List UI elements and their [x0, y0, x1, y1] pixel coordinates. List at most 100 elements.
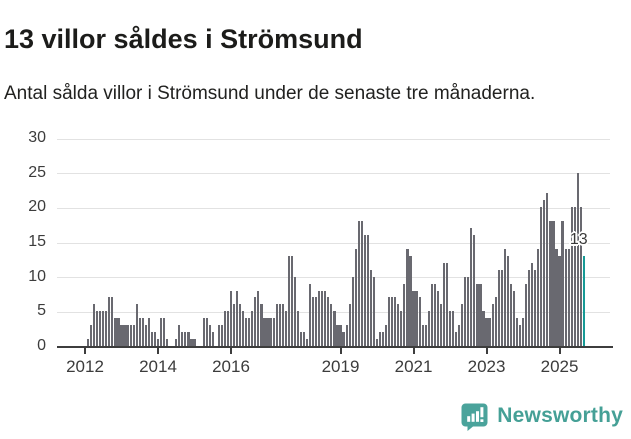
- bar: [330, 304, 333, 346]
- bar: [464, 276, 467, 346]
- bar: [531, 262, 534, 346]
- bar: [305, 339, 309, 346]
- bar: [99, 311, 102, 346]
- bar: [500, 269, 503, 346]
- bar: [284, 311, 287, 346]
- bar: [445, 262, 449, 346]
- x-axis-tick-2023: [485, 348, 488, 354]
- bar: [354, 248, 357, 346]
- bar: [293, 276, 296, 346]
- y-axis-label-0: 0: [37, 337, 46, 354]
- bar: [299, 332, 303, 346]
- bar: [448, 311, 452, 346]
- bar: [184, 332, 187, 346]
- bar: [111, 297, 114, 346]
- x-axis-label-2023: 2023: [467, 357, 506, 376]
- y-axis-label-10: 10: [28, 267, 46, 285]
- newsworthy-wordmark: Newsworthy: [497, 404, 623, 427]
- bar: [117, 318, 120, 346]
- bar: [385, 325, 388, 346]
- bar: [278, 304, 281, 346]
- bar: [132, 325, 135, 346]
- y-axis-label-15: 15: [28, 233, 46, 250]
- y-axis-label-20: 20: [28, 198, 46, 216]
- bar: [491, 304, 494, 346]
- bar: [162, 318, 166, 346]
- x-axis-line: [57, 346, 613, 348]
- bar: [576, 172, 579, 346]
- bar: [424, 325, 427, 346]
- bar: [281, 304, 284, 346]
- bar: [220, 325, 223, 346]
- bar: [482, 311, 485, 346]
- bar: [269, 318, 272, 346]
- bar: [418, 297, 421, 346]
- bar: [375, 339, 379, 346]
- bar: [166, 339, 169, 346]
- bar: [89, 325, 93, 346]
- bar: [391, 297, 394, 346]
- newsworthy-bubble-chart-icon: [460, 402, 489, 431]
- bar: [236, 290, 239, 346]
- bar: [254, 297, 257, 346]
- bar: [561, 221, 564, 346]
- bar: [351, 276, 354, 346]
- bar: [257, 290, 260, 346]
- bar: [555, 248, 558, 346]
- x-axis-tick-2016: [230, 348, 233, 354]
- bar: [120, 325, 123, 346]
- bar: [509, 283, 512, 346]
- bar: [524, 283, 528, 346]
- bar: [436, 290, 439, 346]
- bar: [564, 248, 567, 346]
- gridline-25: [57, 173, 610, 175]
- x-axis-label-2025: 2025: [540, 357, 579, 376]
- bar: [105, 311, 108, 346]
- bar: [512, 290, 515, 346]
- y-axis-label-5: 5: [37, 302, 46, 320]
- x-axis-tick-2012: [84, 348, 86, 354]
- highlighted-bar: [582, 255, 585, 346]
- bar: [537, 248, 540, 346]
- bar: [327, 297, 330, 346]
- x-axis-tick-2021: [412, 348, 415, 354]
- x-axis-label-2021: 2021: [394, 357, 433, 376]
- bar: [461, 304, 464, 346]
- bar: [430, 283, 433, 346]
- bar: [540, 207, 543, 346]
- bar: [339, 325, 342, 346]
- bar: [147, 318, 150, 346]
- bar: [290, 255, 293, 346]
- bar: [126, 325, 129, 346]
- bar: [579, 207, 582, 346]
- bar: [315, 297, 318, 346]
- bar: [360, 221, 363, 346]
- bar: [357, 221, 360, 346]
- bar: [181, 332, 184, 346]
- x-axis-label-2012: 2012: [66, 357, 104, 376]
- bar: [205, 318, 208, 346]
- x-axis-label-2014: 2014: [139, 357, 177, 376]
- bar: [296, 311, 300, 346]
- bar: [515, 318, 519, 346]
- bar: [397, 304, 400, 346]
- bar: [208, 325, 211, 346]
- newsworthy-logo: Newsworthy: [460, 400, 623, 432]
- bar: [275, 304, 278, 346]
- x-axis-tick-2025: [558, 348, 561, 354]
- bar: [114, 318, 117, 346]
- bar: [342, 332, 345, 346]
- bar: [442, 262, 446, 346]
- bar: [242, 311, 245, 346]
- bar: [549, 221, 552, 346]
- bar: [263, 318, 266, 346]
- bar: [521, 318, 525, 346]
- bar: [400, 311, 403, 346]
- bar: [272, 318, 275, 346]
- bar: [518, 325, 522, 346]
- bar: [266, 318, 269, 346]
- bar: [470, 228, 473, 346]
- bar: [494, 297, 497, 346]
- bar: [403, 283, 406, 346]
- y-axis-label-30: 30: [28, 129, 46, 146]
